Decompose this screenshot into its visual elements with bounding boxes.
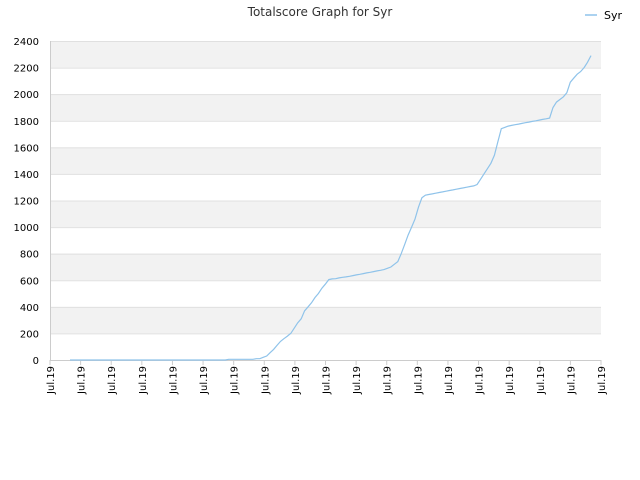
grid-band [50,253,601,281]
y-tick-label: 2200 [14,64,39,75]
series-lines [70,55,592,361]
x-tick-label: Jul.19 [322,366,333,395]
legend-label: Syr [604,9,622,22]
x-tick-label: Jul.19 [199,366,210,395]
chart-title: Totalscore Graph for Syr [247,5,393,19]
y-tick-labels: 0 200 400 600 800 1000 1200 1400 1600 1800 2000 220… [14,37,39,367]
x-tick-labels: Jul.19 Jul.19 Jul.19 Jul.19 Jul.19 Jul.19 Jul.… [46,360,608,395]
y-tick-label: 600 [20,276,39,287]
x-tick-label: Jul.19 [260,366,271,395]
x-tick-label: Jul.19 [444,366,455,395]
y-tick-label: 200 [20,329,39,340]
gridlines [50,41,601,361]
grid-band [50,147,601,174]
grid-band [50,94,601,121]
x-tick-label: Jul.19 [77,366,88,395]
x-tick-label: Jul.19 [107,366,118,395]
x-tick-label: Jul.19 [46,366,57,395]
x-tick-label: Jul.19 [138,366,149,395]
y-tick-label: 800 [20,250,39,261]
legend: Syr [585,9,622,22]
y-tick-label: 1600 [14,143,39,154]
y-tick-label: 2400 [14,37,39,48]
x-tick-label: Jul.19 [168,366,179,395]
x-tick-label: Jul.19 [291,366,302,395]
x-tick-label: Jul.19 [566,366,577,395]
x-tick-label: Jul.19 [383,366,394,395]
x-tick-label: Jul.19 [475,366,486,395]
y-tick-label: 0 [33,356,39,367]
x-tick-label: Jul.19 [536,366,547,395]
y-tick-label: 400 [20,303,39,314]
grid-band [50,306,601,334]
x-tick-label: Jul.19 [597,366,608,395]
x-tick-label: Jul.19 [413,366,424,395]
background-bands [50,41,601,334]
series-line [70,55,592,361]
x-tick-label: Jul.19 [352,366,363,395]
grid-band [50,200,601,228]
x-tick-label: Jul.19 [505,366,516,395]
grid-band [50,41,601,68]
y-tick-label: 1800 [14,117,39,128]
y-tick-label: 1000 [14,223,39,234]
y-tick-label: 1400 [14,170,39,181]
y-tick-label: 1200 [14,197,39,208]
x-tick-label: Jul.19 [230,366,241,395]
y-tick-label: 2000 [14,90,39,101]
